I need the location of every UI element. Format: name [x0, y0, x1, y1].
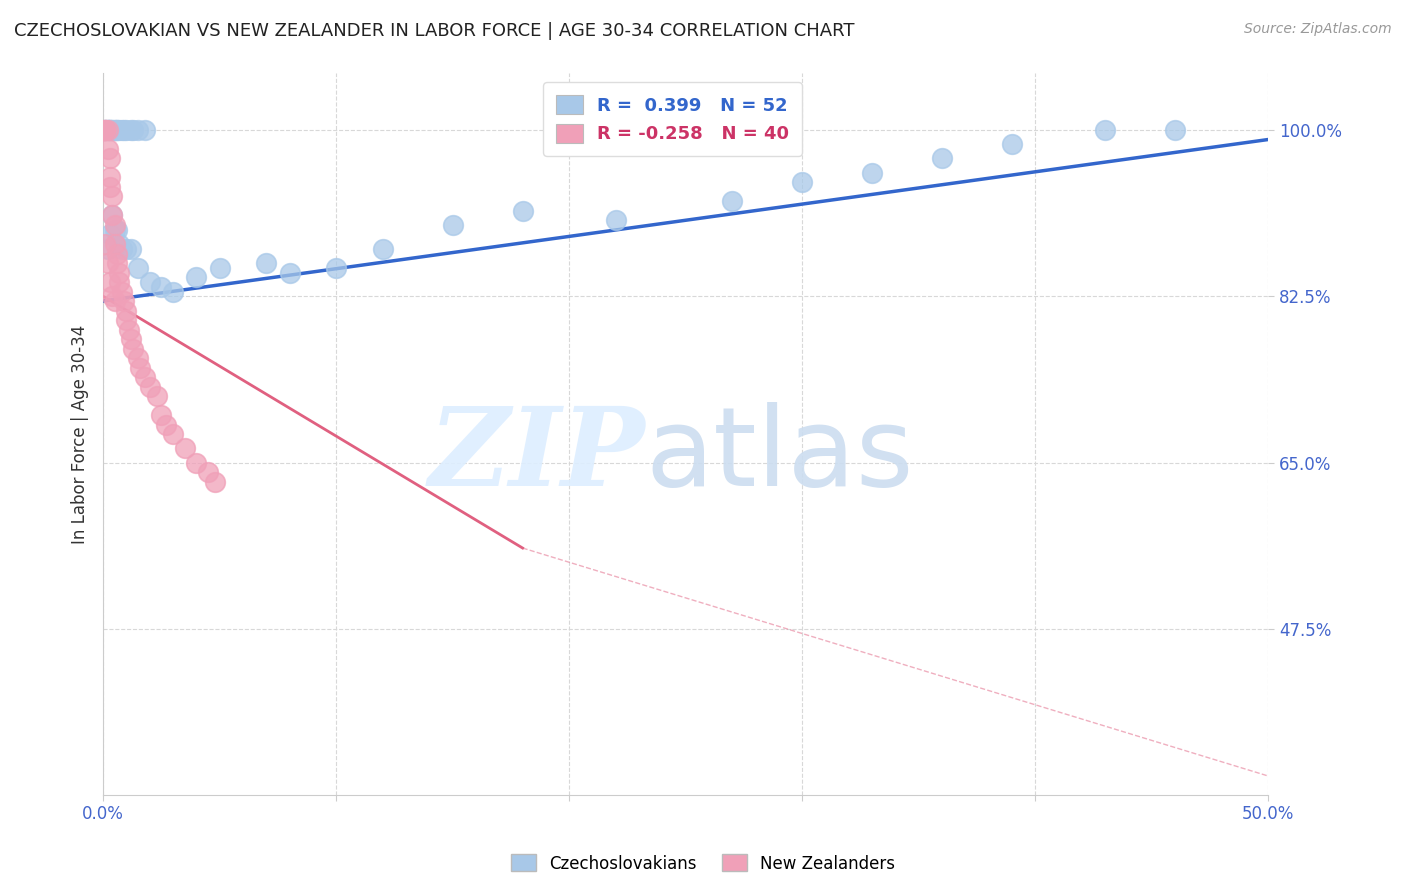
Point [94, 123, 117, 137]
Legend: Czechoslovakians, New Zealanders: Czechoslovakians, New Zealanders [505, 847, 901, 880]
Point [98, 227, 121, 242]
Point [104, 237, 127, 252]
Point [186, 456, 208, 470]
Point [98, 123, 121, 137]
Point [94, 123, 117, 137]
Point [98, 170, 121, 185]
Point [108, 275, 131, 289]
Point [104, 293, 127, 308]
Point [1094, 123, 1116, 137]
Point [145, 389, 167, 403]
Point [105, 223, 128, 237]
Point [155, 417, 177, 432]
Point [101, 123, 124, 137]
Point [150, 279, 173, 293]
Point [105, 123, 128, 137]
Point [97, 123, 120, 137]
Point [98, 275, 121, 289]
Point [127, 123, 149, 137]
Point [931, 152, 953, 166]
Point [1164, 123, 1187, 137]
Legend: R =  0.399   N = 52, R = -0.258   N = 40: R = 0.399 N = 52, R = -0.258 N = 40 [543, 82, 801, 156]
Point [101, 123, 124, 137]
Point [108, 265, 131, 279]
Point [186, 270, 208, 285]
Point [97, 242, 120, 256]
Point [512, 203, 534, 218]
Point [721, 194, 744, 209]
Point [325, 260, 347, 275]
Point [94, 237, 117, 252]
Point [122, 123, 145, 137]
Point [104, 123, 127, 137]
Point [108, 237, 131, 252]
Point [134, 370, 156, 384]
Point [441, 218, 464, 232]
Point [104, 123, 127, 137]
Point [112, 293, 135, 308]
Point [97, 123, 120, 137]
Point [105, 123, 128, 137]
Point [134, 123, 156, 137]
Point [104, 218, 127, 232]
Point [105, 246, 128, 260]
Point [111, 285, 134, 299]
Point [115, 303, 138, 318]
Point [254, 256, 277, 270]
Point [138, 275, 160, 289]
Point [98, 123, 121, 137]
Point [173, 442, 195, 456]
Point [112, 123, 135, 137]
Point [1001, 137, 1024, 152]
Point [94, 123, 117, 137]
Point [97, 256, 120, 270]
Text: CZECHOSLOVAKIAN VS NEW ZEALANDER IN LABOR FORCE | AGE 30-34 CORRELATION CHART: CZECHOSLOVAKIAN VS NEW ZEALANDER IN LABO… [14, 22, 855, 40]
Point [97, 142, 120, 156]
Point [115, 313, 138, 327]
Y-axis label: In Labor Force | Age 30-34: In Labor Force | Age 30-34 [72, 325, 89, 543]
Point [111, 242, 134, 256]
Point [605, 213, 627, 227]
Point [111, 123, 134, 137]
Point [94, 123, 117, 137]
Point [94, 123, 117, 137]
Point [122, 342, 145, 356]
Point [371, 242, 394, 256]
Point [101, 209, 124, 223]
Point [204, 475, 226, 489]
Point [105, 256, 128, 270]
Point [98, 152, 121, 166]
Point [120, 242, 142, 256]
Text: atlas: atlas [645, 402, 914, 509]
Point [97, 123, 120, 137]
Point [98, 180, 121, 194]
Point [792, 175, 814, 189]
Point [127, 260, 149, 275]
Point [162, 427, 184, 442]
Point [115, 123, 138, 137]
Point [138, 379, 160, 393]
Point [108, 123, 131, 137]
Point [120, 332, 142, 346]
Point [101, 209, 124, 223]
Point [127, 351, 149, 365]
Point [97, 123, 120, 137]
Point [104, 223, 127, 237]
Point [129, 360, 152, 375]
Point [115, 242, 138, 256]
Point [278, 265, 301, 279]
Point [150, 408, 173, 422]
Point [98, 123, 121, 137]
Point [197, 465, 219, 479]
Point [118, 322, 141, 336]
Point [101, 189, 124, 203]
Point [101, 289, 124, 303]
Text: ZIP: ZIP [429, 402, 645, 509]
Point [162, 285, 184, 299]
Point [120, 123, 142, 137]
Point [94, 123, 117, 137]
Point [208, 260, 231, 275]
Text: Source: ZipAtlas.com: Source: ZipAtlas.com [1244, 22, 1392, 37]
Point [860, 166, 883, 180]
